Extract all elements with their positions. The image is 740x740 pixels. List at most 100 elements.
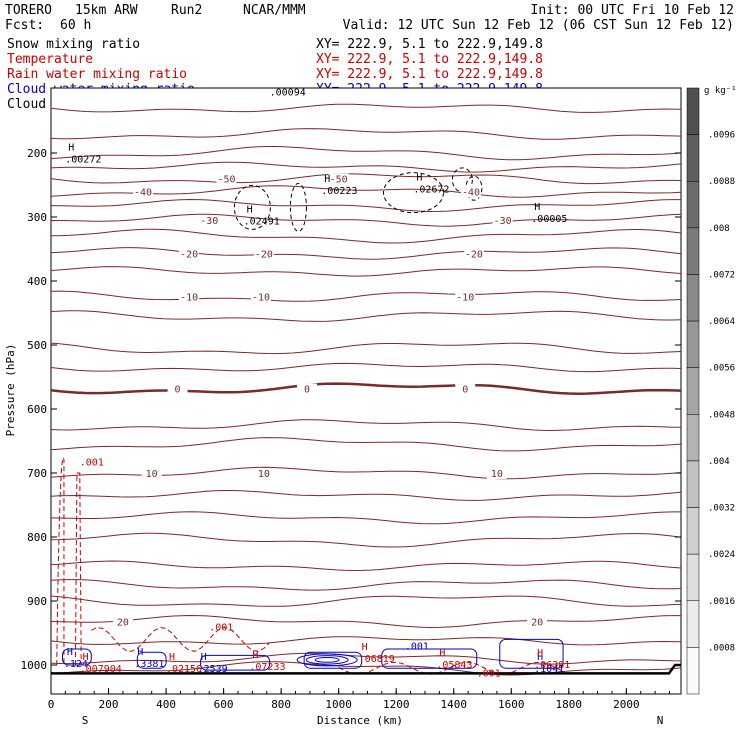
- maximum-mark: H: [324, 174, 330, 185]
- maximum-mark: H: [83, 652, 89, 663]
- isotherm-line: [50, 266, 682, 277]
- rain-contour: [74, 472, 82, 666]
- isotherm--20: [50, 247, 682, 260]
- cloud-water-contour: [305, 655, 349, 665]
- colorbar-label: .0064: [708, 317, 735, 327]
- colorbar-label: .0056: [708, 364, 735, 374]
- x-tick-label: 1800: [556, 698, 583, 711]
- rain-contour: [56, 457, 65, 666]
- x-tick-label: 1200: [383, 698, 410, 711]
- colorbar-label: .0016: [708, 597, 735, 607]
- y-tick-label: 600: [27, 403, 47, 416]
- isotherm-label-bg: [253, 468, 274, 479]
- isotherm-label-bg: [328, 173, 349, 185]
- run-label: Run2: [171, 3, 202, 18]
- isotherm-label: -10: [180, 292, 198, 303]
- isotherm-label-bg: [167, 383, 188, 395]
- isotherm-label: -20: [255, 249, 273, 260]
- isotherm-label-bg: [216, 173, 237, 185]
- isotherm-label: -10: [456, 292, 474, 303]
- isotherm-label: 20: [117, 617, 129, 628]
- forecast-hours: 60 h: [60, 18, 91, 33]
- field-name: Temperature: [7, 52, 93, 67]
- maximum-value: .1041: [534, 664, 564, 675]
- axes: 0 200 400 600 800 1000 1200 1400 1600 1800 2000200…: [4, 147, 681, 727]
- isotherm-line: [50, 595, 682, 607]
- isotherm-label: 10: [146, 469, 158, 480]
- isotherm-label: -40: [462, 187, 480, 198]
- colorbar-label: .0096: [708, 131, 735, 141]
- maximum-value: .00223: [321, 186, 357, 197]
- isotherm-label: 0: [462, 385, 468, 396]
- isotherm-label: 0: [175, 385, 181, 396]
- colorbar-swatch: [686, 227, 700, 275]
- y-tick-label: 700: [27, 467, 47, 480]
- colorbar: .0096 .0088 .008 .0072 .0064 .0056 .0048 .004 .0…: [686, 86, 737, 695]
- colorbar-label: .008: [708, 224, 730, 234]
- y-tick-label: 300: [27, 211, 47, 224]
- isotherm-label: 20: [531, 617, 543, 628]
- x-tick-label: 600: [214, 698, 234, 711]
- isotherm-label: -20: [180, 249, 198, 260]
- cloud-water-label: .001: [405, 642, 429, 653]
- snow-label: .00094: [270, 87, 306, 98]
- isotherm-line: [50, 161, 682, 173]
- colorbar-unit: g kg⁻¹: [704, 86, 737, 96]
- maximum-value: .02491: [244, 217, 280, 228]
- isotherm-label: -10: [252, 292, 270, 303]
- rain-contour: [91, 626, 270, 652]
- isotherm-label-bg: [141, 468, 162, 479]
- isotherm-label-bg: [486, 468, 507, 479]
- field-xy: XY= 222.9, 5.1 to 222.9,149.8: [316, 52, 543, 67]
- x-tick-label: 2000: [613, 698, 640, 711]
- y-axis-label: Pressure (hPa): [4, 344, 17, 437]
- isotherm--50: [50, 173, 682, 185]
- cloud-water-contour: [499, 638, 564, 669]
- isotherm-label-bg: [455, 383, 476, 395]
- maximum-mark: H: [416, 173, 422, 184]
- x-axis-left-end: S: [82, 714, 89, 727]
- isotherm-line: [50, 579, 682, 591]
- isotherm-label-bg: [455, 291, 476, 303]
- colorbar-label: .0024: [708, 550, 735, 560]
- cloud-ice-contour: [233, 184, 271, 230]
- isotherm-label: -30: [200, 216, 218, 227]
- maximum-value: .07233: [249, 662, 285, 673]
- field-name: Snow mixing ratio: [7, 37, 140, 52]
- colorbar-swatch: [686, 507, 700, 555]
- contour-labels: -50 -50 -40 -40 -30 -30 -20 -20 -20 -10 -10 -10 0 0 0 1…: [64, 87, 570, 679]
- maximum-mark: H: [537, 652, 543, 663]
- rain-label: .001: [209, 622, 233, 633]
- isotherm-line: [50, 342, 682, 355]
- isotherm-label: -50: [217, 175, 235, 186]
- isotherm-line: [50, 198, 681, 213]
- maximum-value: .007904: [80, 664, 122, 675]
- y-tick-label: 400: [27, 275, 47, 288]
- valid-time: Valid: 12 UTC Sun 12 Feb 12 (06 CST Sun …: [343, 18, 734, 33]
- isotherm-label-bg: [251, 291, 271, 303]
- field-name: Rain water mixing ratio: [7, 67, 187, 82]
- maximum-value: .124: [64, 659, 88, 670]
- isotherm-label: -30: [494, 216, 512, 227]
- colorbar-swatch: [686, 600, 700, 648]
- y-tick-label: 1000: [21, 659, 48, 672]
- isotherm-label: -40: [134, 187, 152, 198]
- colorbar-swatch: [686, 553, 700, 602]
- isotherm-line: [50, 146, 682, 161]
- isotherm-line: [50, 636, 682, 646]
- isotherm-line: [50, 128, 682, 140]
- colorbar-swatch: [686, 460, 700, 508]
- maximum-value: .3381: [134, 659, 164, 670]
- maximum-value: .02156: [166, 664, 202, 675]
- y-tick-label: 200: [27, 147, 47, 160]
- rain-label: .001: [477, 669, 501, 680]
- isotherm-line: [50, 511, 681, 525]
- colorbar-swatch: [686, 87, 700, 135]
- isotherm-label: 0: [304, 385, 310, 396]
- isotherm-line: [50, 310, 682, 322]
- colorbar-swatch: [686, 320, 700, 368]
- cloud-water-contour: [200, 654, 271, 671]
- isotherm-label-bg: [297, 383, 318, 395]
- isotherm-label-bg: [463, 248, 484, 260]
